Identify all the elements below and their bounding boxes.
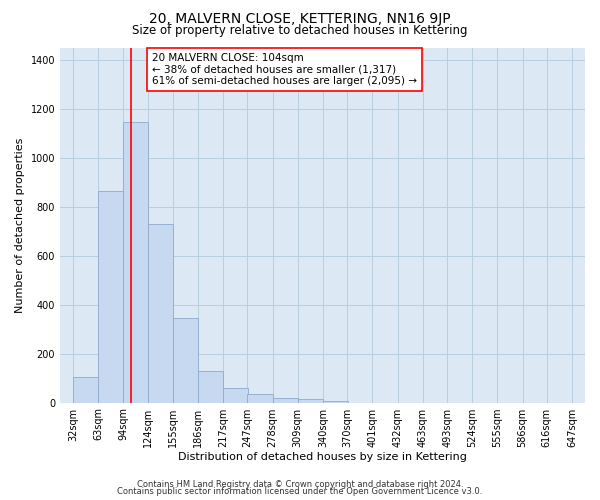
Bar [198, 370, 223, 402]
Bar [148, 224, 173, 402]
Bar [247, 394, 272, 402]
Text: 20, MALVERN CLOSE, KETTERING, NN16 9JP: 20, MALVERN CLOSE, KETTERING, NN16 9JP [149, 12, 451, 26]
Text: Contains HM Land Registry data © Crown copyright and database right 2024.: Contains HM Land Registry data © Crown c… [137, 480, 463, 489]
Bar [173, 318, 198, 402]
Text: Size of property relative to detached houses in Kettering: Size of property relative to detached ho… [132, 24, 468, 37]
Bar [124, 122, 148, 402]
X-axis label: Distribution of detached houses by size in Kettering: Distribution of detached houses by size … [178, 452, 467, 462]
Y-axis label: Number of detached properties: Number of detached properties [15, 138, 25, 312]
Bar [223, 388, 248, 402]
Bar [272, 398, 298, 402]
Text: 20 MALVERN CLOSE: 104sqm
← 38% of detached houses are smaller (1,317)
61% of sem: 20 MALVERN CLOSE: 104sqm ← 38% of detach… [152, 53, 417, 86]
Bar [73, 377, 98, 402]
Bar [98, 191, 124, 402]
Text: Contains public sector information licensed under the Open Government Licence v3: Contains public sector information licen… [118, 487, 482, 496]
Bar [298, 399, 323, 402]
